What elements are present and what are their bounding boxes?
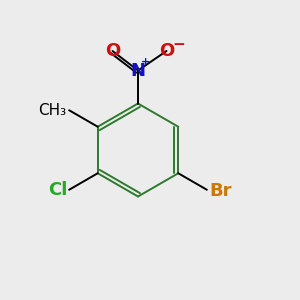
Text: Br: Br: [209, 182, 232, 200]
Text: O: O: [159, 42, 174, 60]
Text: Cl: Cl: [48, 181, 68, 199]
Text: N: N: [130, 61, 146, 80]
Text: +: +: [141, 57, 150, 67]
Text: −: −: [173, 37, 185, 52]
Text: O: O: [105, 42, 120, 60]
Text: CH₃: CH₃: [38, 103, 66, 118]
